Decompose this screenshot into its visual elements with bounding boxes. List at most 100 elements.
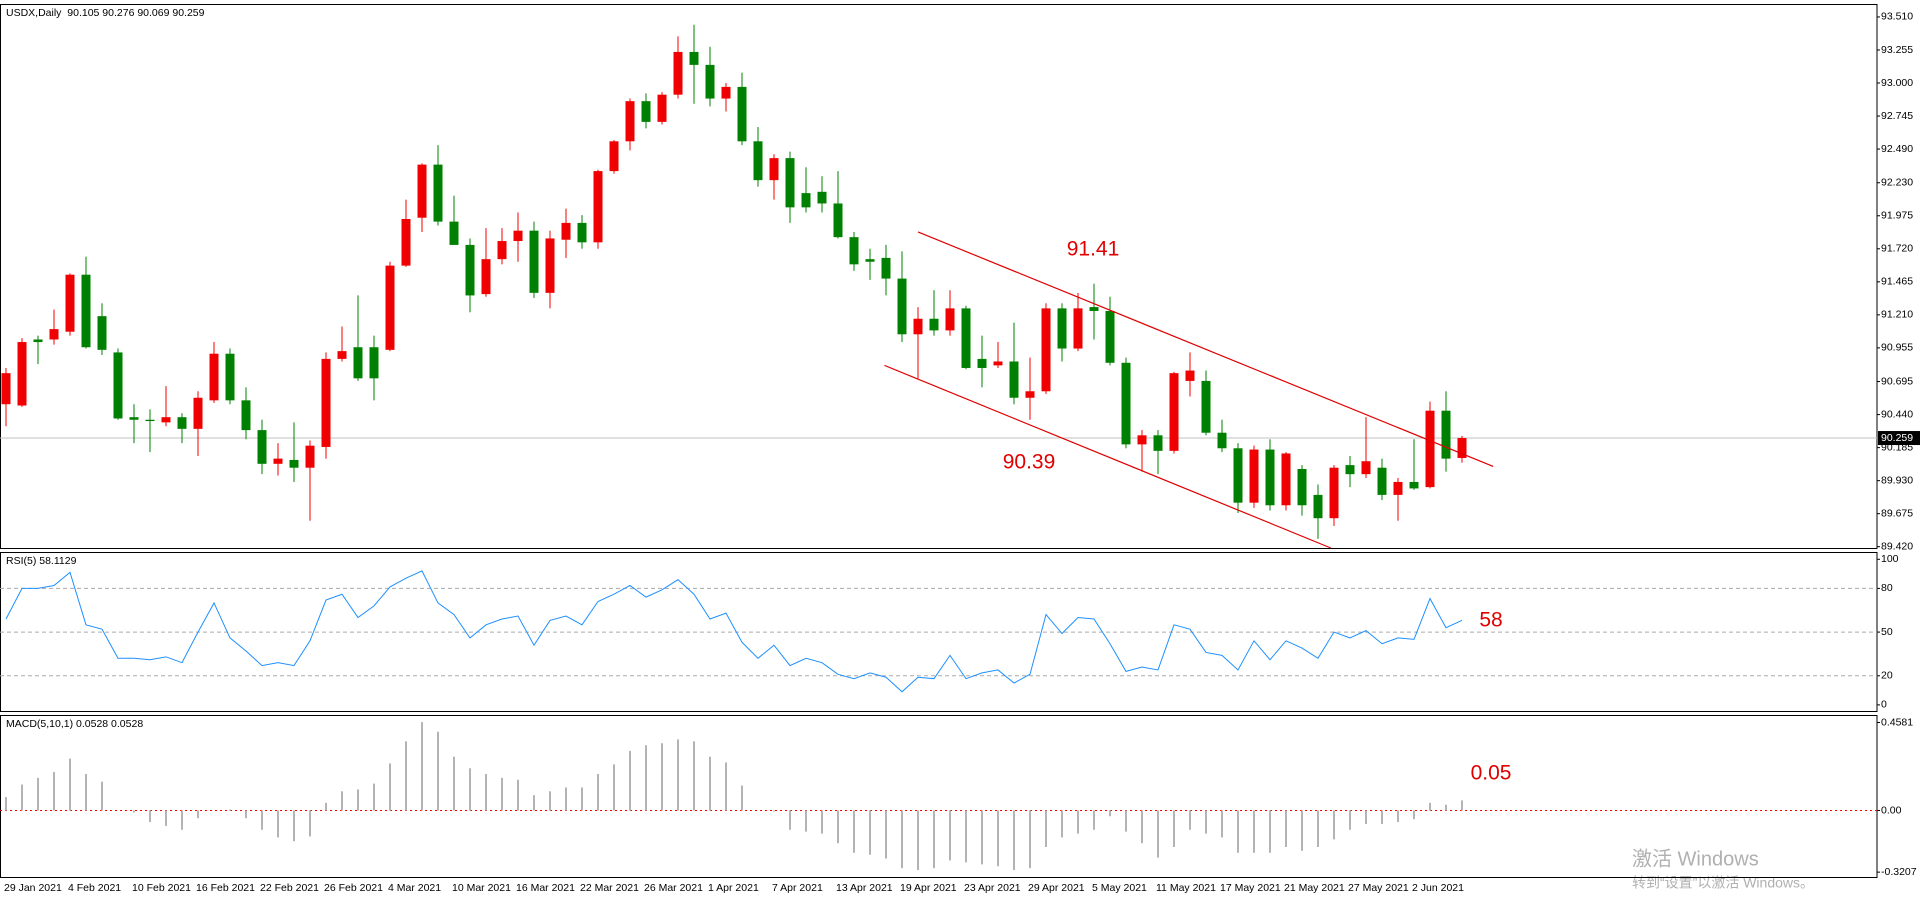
y-tick-label: 93.255 <box>1881 44 1913 56</box>
y-tick-label: 90.695 <box>1881 375 1913 387</box>
candle-body <box>1169 373 1179 451</box>
candle-body <box>561 222 571 240</box>
candle-body <box>833 203 843 238</box>
candle-body <box>225 353 235 401</box>
y-tick-label: 50 <box>1881 626 1893 638</box>
candle-body <box>241 400 251 431</box>
x-tick-label: 1 Apr 2021 <box>708 882 759 894</box>
x-tick-label: 26 Mar 2021 <box>644 882 703 894</box>
candle-body <box>1233 448 1243 503</box>
y-tick-label: 93.000 <box>1881 77 1913 89</box>
pane-title: MACD(5,10,1) 0.0528 0.0528 <box>6 718 143 730</box>
candle-body <box>1265 449 1275 506</box>
y-tick-label: 91.720 <box>1881 243 1913 255</box>
pane-border <box>0 715 1878 878</box>
annotation: 0.05 <box>1471 762 1512 785</box>
candle-body <box>1185 370 1195 381</box>
x-tick-label: 23 Apr 2021 <box>964 882 1021 894</box>
annotation: 91.41 <box>1067 238 1120 261</box>
x-tick-label: 16 Feb 2021 <box>196 882 255 894</box>
candle-body <box>1 373 11 405</box>
candle-body <box>545 238 555 293</box>
y-tick-label: 91.465 <box>1881 276 1913 288</box>
candle-body <box>1009 361 1019 398</box>
candle-body <box>1025 391 1035 398</box>
y-tick-label: 92.230 <box>1881 177 1913 189</box>
y-tick-label: 91.975 <box>1881 210 1913 222</box>
y-tick-label: 100 <box>1881 553 1899 565</box>
x-tick-label: 13 Apr 2021 <box>836 882 893 894</box>
x-tick-label: 29 Apr 2021 <box>1028 882 1085 894</box>
x-tick-label: 27 May 2021 <box>1348 882 1409 894</box>
candle-body <box>769 158 779 181</box>
candle-body <box>289 459 299 468</box>
y-tick-label: 89.930 <box>1881 474 1913 486</box>
annotation: 90.39 <box>1003 451 1056 474</box>
candle-body <box>65 274 75 332</box>
candle-body <box>577 222 587 243</box>
candle-body <box>305 445 315 468</box>
candle-body <box>145 419 155 422</box>
x-tick-label: 11 May 2021 <box>1156 882 1216 894</box>
x-tick-label: 22 Mar 2021 <box>580 882 639 894</box>
candle-body <box>273 458 283 464</box>
candle-body <box>657 94 667 122</box>
candle-body <box>1121 362 1131 445</box>
x-tick-label: 26 Feb 2021 <box>324 882 383 894</box>
candle-body <box>177 417 187 429</box>
candle-body <box>945 308 955 331</box>
candle-body <box>353 347 363 379</box>
y-tick-label: 80 <box>1881 582 1893 594</box>
annotation: 58 <box>1479 609 1502 632</box>
candle-body <box>1361 461 1371 475</box>
candle-body <box>993 361 1003 366</box>
candle-body <box>17 342 27 406</box>
candle-body <box>849 237 859 265</box>
y-tick-label: 93.510 <box>1881 11 1913 23</box>
candle-body <box>785 158 795 208</box>
candle-body <box>385 265 395 350</box>
candle-body <box>1425 410 1435 488</box>
y-tick-label: 0.00 <box>1881 804 1902 816</box>
y-tick-label: 92.745 <box>1881 110 1913 122</box>
candle-body <box>113 352 123 419</box>
candle-body <box>1201 380 1211 433</box>
candle-body <box>1297 468 1307 506</box>
x-tick-label: 19 Apr 2021 <box>900 882 957 894</box>
candle-body <box>801 193 811 208</box>
candle-body <box>929 318 939 331</box>
pane-border <box>0 4 1878 549</box>
candle-body <box>913 318 923 335</box>
candle-body <box>977 358 987 368</box>
candle-body <box>673 51 683 95</box>
rsi-line <box>5 570 1463 693</box>
trendline <box>917 231 1494 467</box>
watermark-subtitle: 转到“设置”以激活 Windows。 <box>1632 875 1814 891</box>
candle-body <box>1153 435 1163 451</box>
candle-body <box>1377 467 1387 495</box>
trendline <box>884 364 1332 549</box>
candle-body <box>1089 307 1099 311</box>
candle-body <box>881 257 891 279</box>
x-tick-label: 4 Feb 2021 <box>68 882 121 894</box>
candle-body <box>465 244 475 296</box>
candle-body <box>513 230 523 242</box>
candle-body <box>961 308 971 368</box>
candle-body <box>81 274 91 348</box>
candle-body <box>1281 453 1291 506</box>
candle-body <box>161 417 171 423</box>
x-tick-label: 10 Mar 2021 <box>452 882 511 894</box>
candle-body <box>33 339 43 343</box>
last-price-box <box>1878 431 1920 446</box>
y-tick-label: -0.3207 <box>1881 866 1917 878</box>
candle-body <box>897 278 907 335</box>
pane-title: RSI(5) 58.1129 <box>6 555 77 567</box>
x-tick-label: 29 Jan 2021 <box>4 882 62 894</box>
candle-body <box>497 241 507 260</box>
candle-body <box>1249 449 1259 503</box>
candle-body <box>257 430 267 464</box>
candle-body <box>1441 410 1451 459</box>
candle-body <box>737 86 747 142</box>
